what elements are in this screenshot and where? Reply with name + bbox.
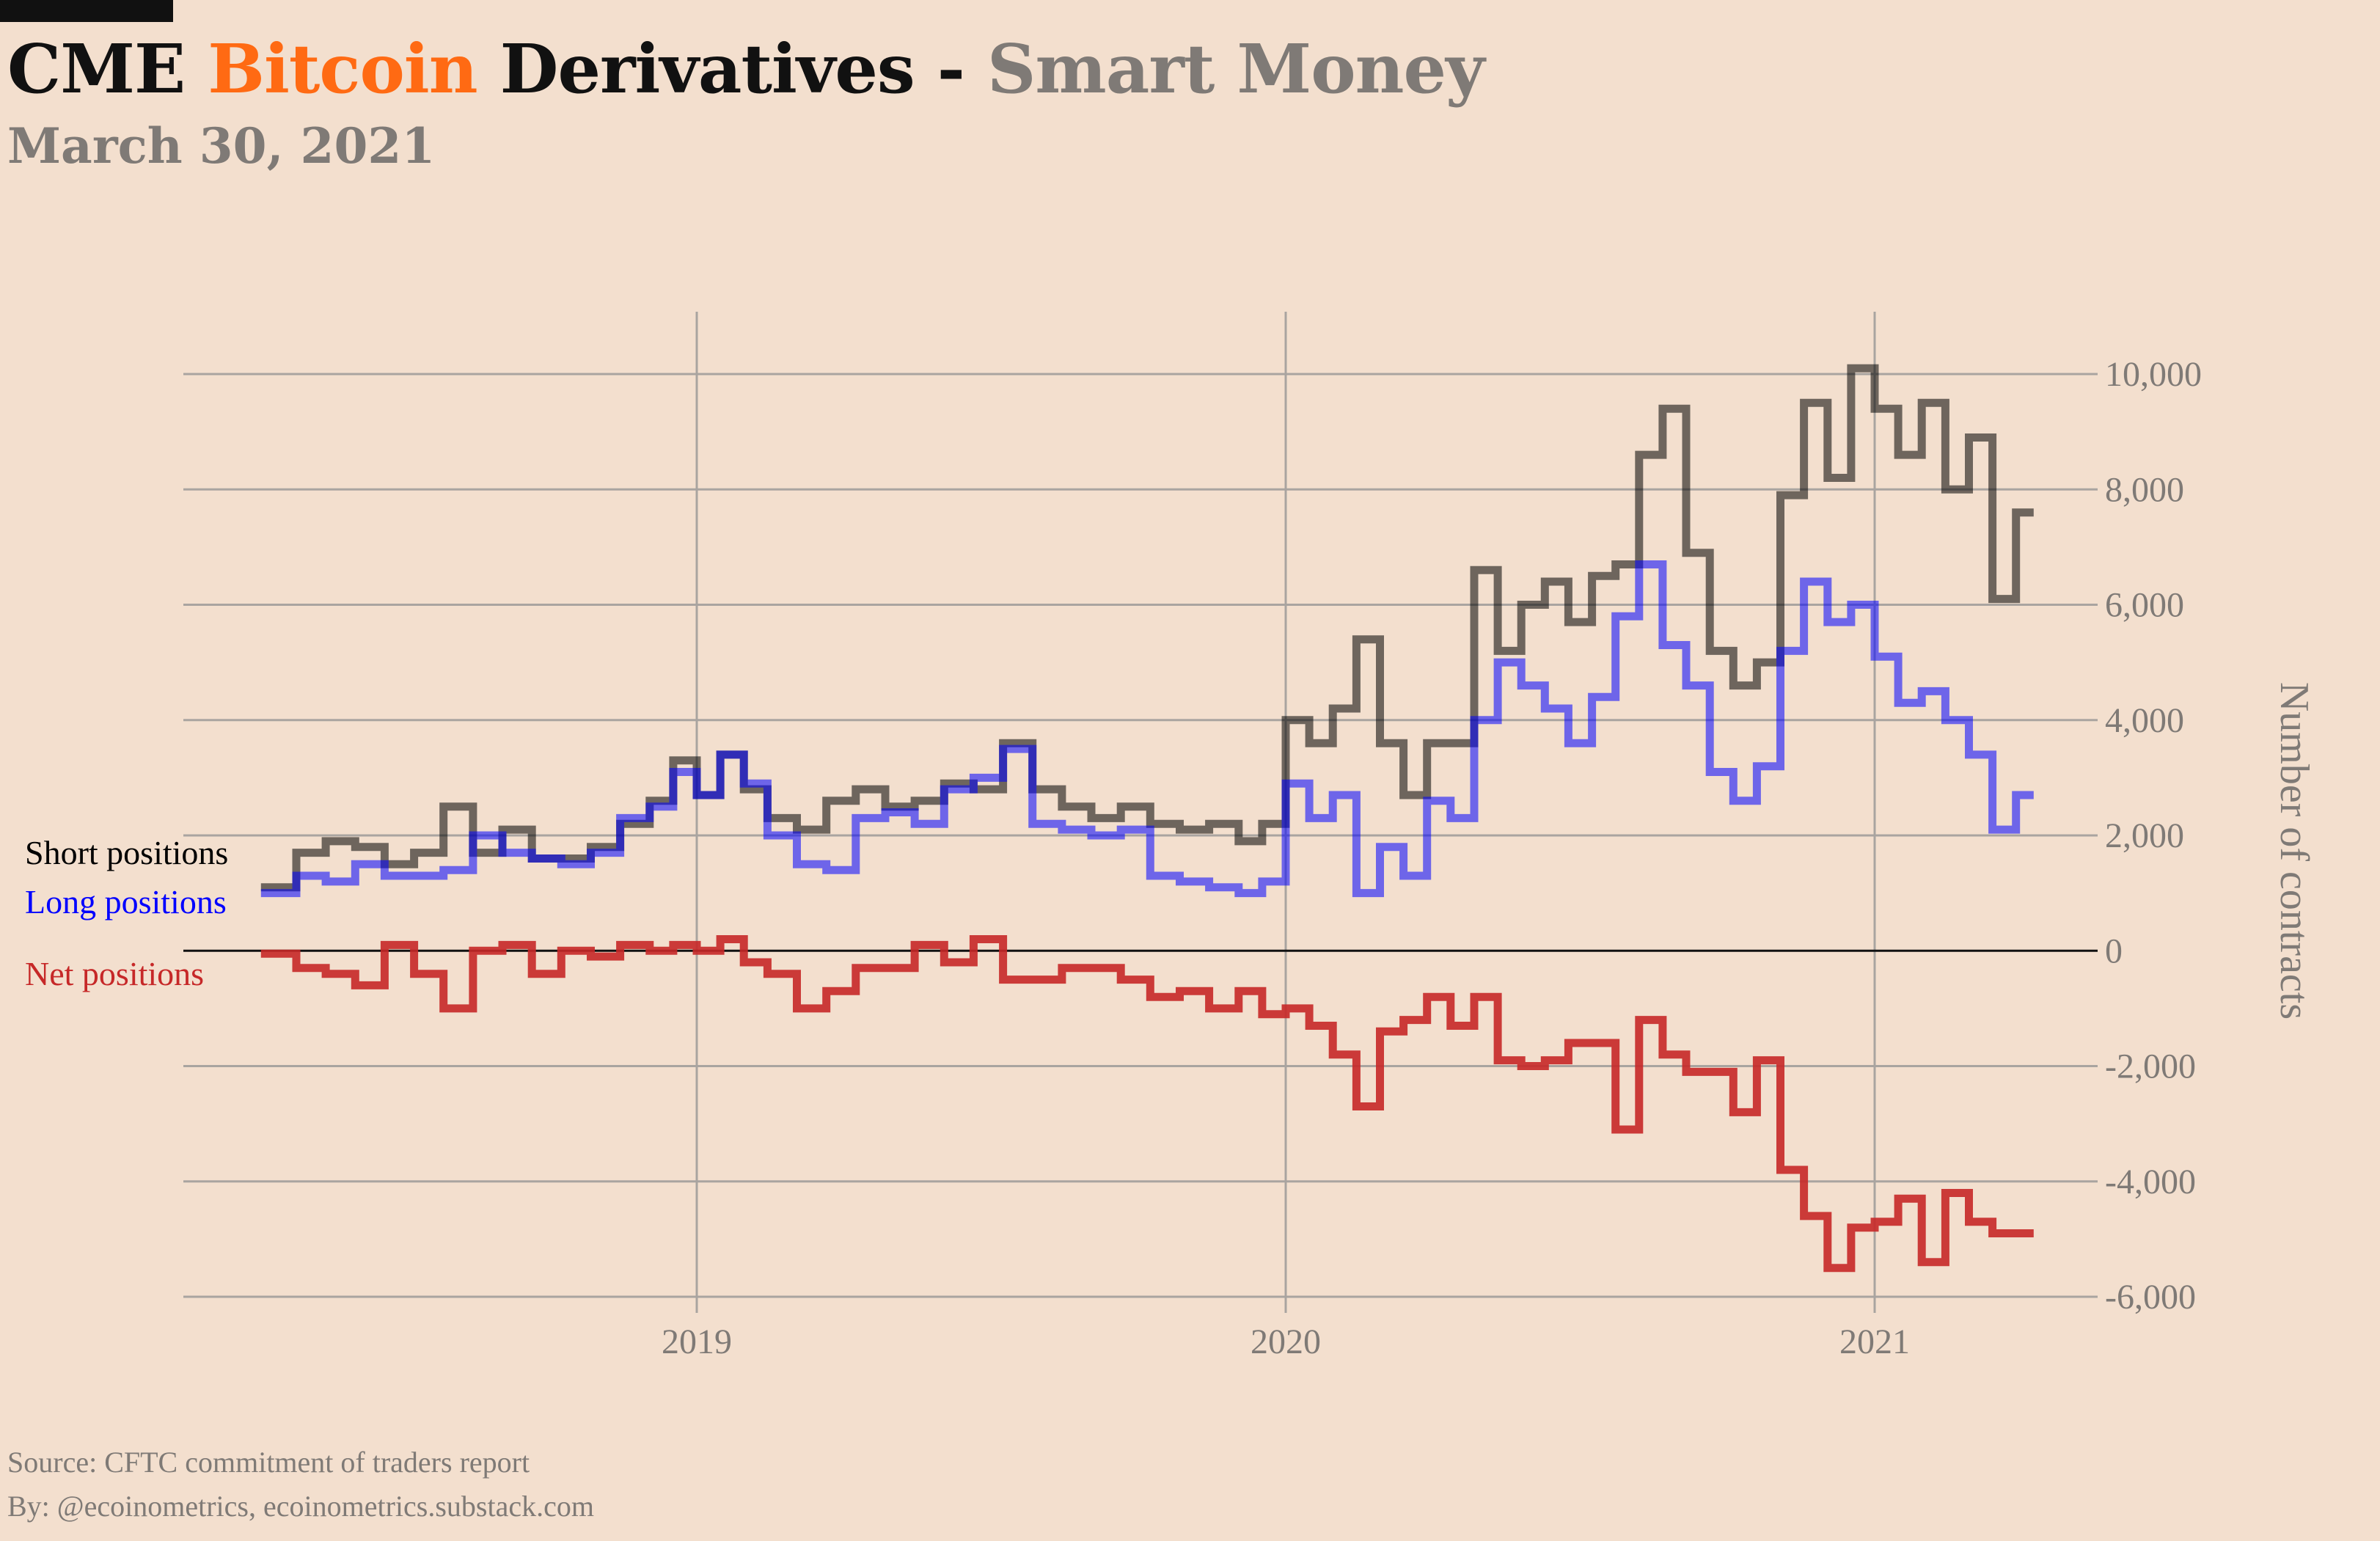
x-tick-label: 2020 [1251,1322,1321,1361]
title-part-smart-money: Smart Money [986,29,1484,109]
y-tick-label: 6,000 [2105,586,2184,625]
legend-short-positions: Short positions [25,834,228,871]
chart-subtitle: March 30, 2021 [7,117,436,175]
y-tick-label: -6,000 [2105,1278,2196,1317]
title-part-derivatives: Derivatives - [477,29,987,109]
y-tick-label: 2,000 [2105,816,2184,855]
top-accent-bar [0,0,173,22]
series-line-long-positions [260,560,2034,898]
y-tick-label: 4,000 [2105,701,2184,740]
y-tick-label: 0 [2105,931,2123,970]
y-tick-label: 8,000 [2105,470,2184,509]
series-line-short-positions [260,364,2034,892]
chart-title: CME Bitcoin Derivatives - Smart Money [7,29,1484,109]
legend-net-positions: Net positions [25,955,204,992]
legend-layer: Short positions Long positions Net positio… [25,834,228,992]
y-tick-label: -2,000 [2105,1047,2196,1086]
title-part-bitcoin: Bitcoin [208,29,477,109]
legend-long-positions: Long positions [25,883,227,920]
x-tick-label: 2021 [1839,1322,1910,1361]
title-part-cme: CME [7,29,208,109]
y-tick-label: -4,000 [2105,1163,2196,1201]
byline: By: @ecoinometrics, ecoinometrics.substa… [7,1490,594,1523]
y-axis-tick-labels: -6,000 -4,000 -2,000 0 2,000 4,000 6,000 8,000 1… [2105,355,2202,1317]
y-tick-label: 10,000 [2105,355,2202,394]
series-layer [260,364,2034,1273]
x-axis-tick-labels: 2019 2020 2021 [662,1322,1910,1361]
x-tick-label: 2019 [662,1322,732,1361]
series-line-net-positions [260,935,2034,1273]
source-note: Source: CFTC commitment of traders repor… [7,1446,530,1479]
y-axis-label: Number of contracts [2271,682,2317,1020]
